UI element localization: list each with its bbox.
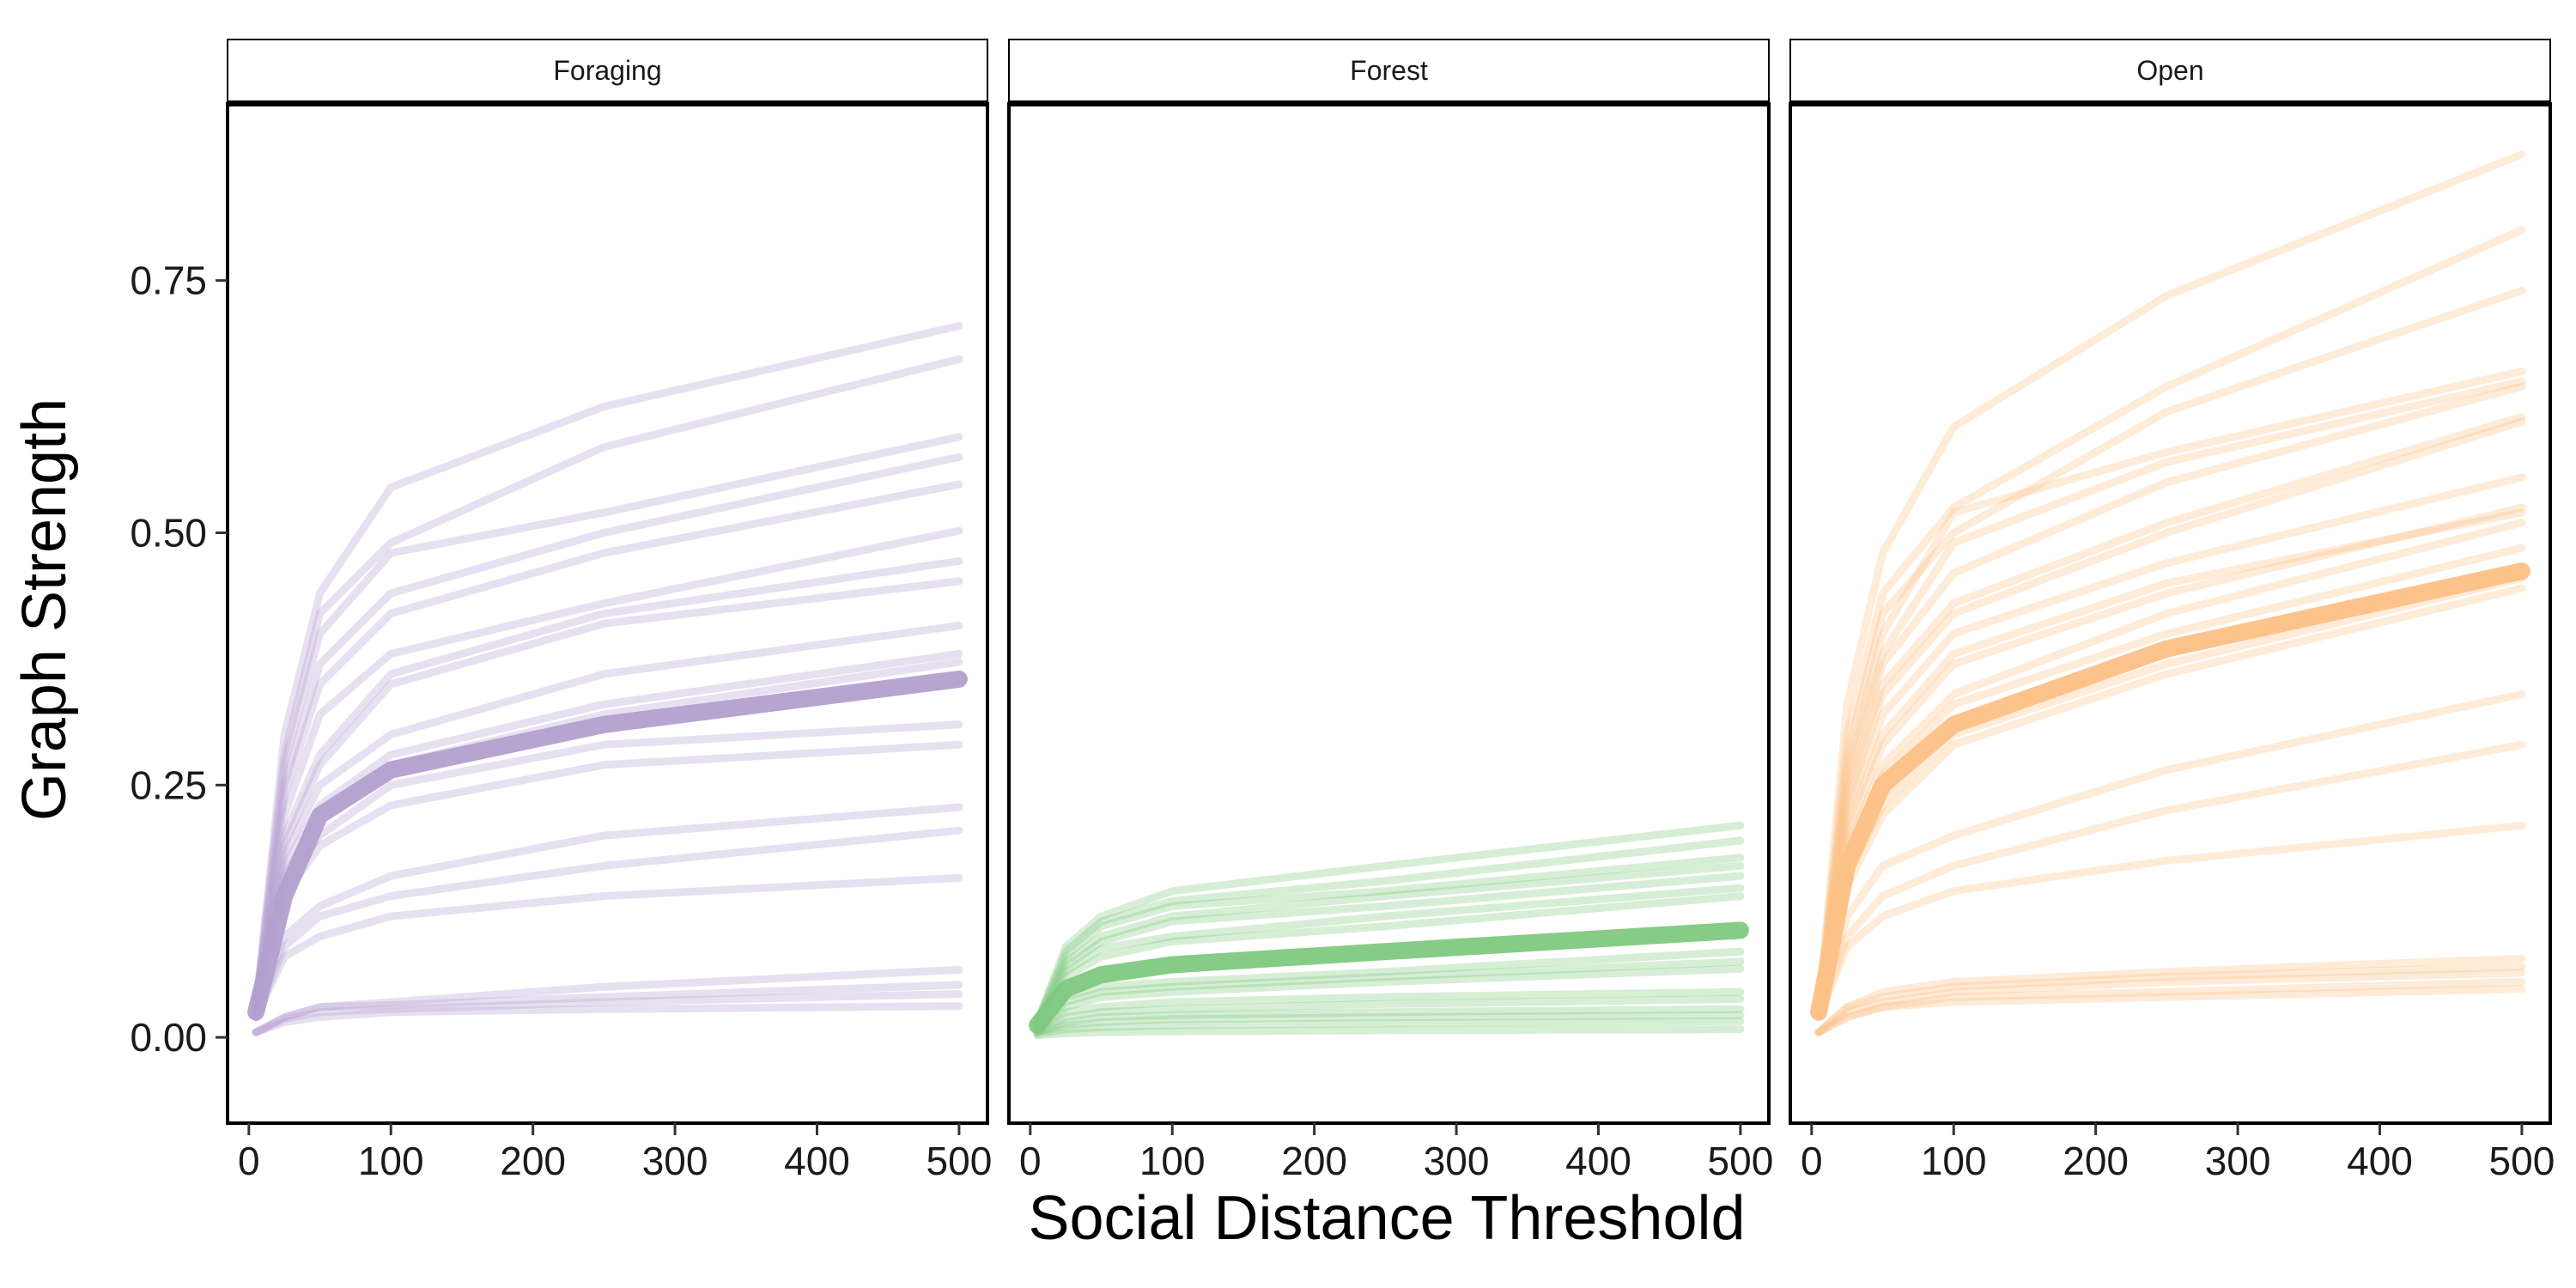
x-tick-label: 400 bbox=[784, 1139, 850, 1183]
series-line bbox=[1033, 1025, 1745, 1040]
plot-background bbox=[228, 104, 987, 1123]
x-tick-label: 200 bbox=[500, 1139, 566, 1183]
x-tick-label: 100 bbox=[1139, 1139, 1206, 1183]
series-line bbox=[252, 981, 963, 1036]
series-line bbox=[1033, 987, 1745, 1034]
x-tick-label: 200 bbox=[2063, 1139, 2129, 1183]
series-line bbox=[1814, 412, 2526, 1012]
series-line bbox=[1033, 1017, 1745, 1039]
x-tick-label: 400 bbox=[2347, 1139, 2413, 1183]
series-line bbox=[1814, 150, 2526, 1012]
x-tick-label: 500 bbox=[1708, 1139, 1774, 1183]
series-line bbox=[252, 480, 963, 1012]
y-tick-label: 0.00 bbox=[130, 1015, 207, 1060]
x-tick-label: 0 bbox=[1801, 1139, 1823, 1183]
series-line bbox=[1814, 473, 2526, 1012]
mean-line bbox=[247, 670, 968, 1021]
plot-background bbox=[1790, 104, 2550, 1123]
series-line bbox=[1814, 963, 2526, 1036]
y-tick-label: 0.50 bbox=[130, 510, 207, 555]
series-line bbox=[252, 622, 963, 1012]
x-tick-label: 0 bbox=[238, 1139, 260, 1183]
series-line bbox=[252, 322, 963, 1012]
series-line bbox=[1814, 377, 2526, 1012]
x-tick-label: 400 bbox=[1565, 1139, 1631, 1183]
series-line bbox=[1033, 994, 1745, 1036]
strip-label: Forest bbox=[1350, 55, 1428, 86]
series-line bbox=[252, 826, 963, 1022]
series-line bbox=[1814, 969, 2526, 1036]
x-axis-title: Social Distance Threshold bbox=[1028, 1184, 1745, 1253]
series-line bbox=[252, 453, 963, 1012]
mean-line bbox=[1810, 562, 2530, 1021]
series-line bbox=[252, 355, 963, 1012]
series-line bbox=[1033, 872, 1745, 1026]
strip-label: Foraging bbox=[553, 55, 661, 86]
x-tick-label: 300 bbox=[1424, 1139, 1490, 1183]
series-line bbox=[252, 433, 963, 1012]
chart-panels: Foraging 0 100 200 300 400 500 0.00 0.25 0.50 0.75… bbox=[130, 39, 2555, 1183]
series-line bbox=[252, 577, 963, 1012]
series-line bbox=[1033, 1011, 1745, 1036]
series-line bbox=[1814, 367, 2526, 1012]
series-line bbox=[1033, 861, 1745, 1026]
x-tick-label: 500 bbox=[2489, 1139, 2555, 1183]
series-line bbox=[252, 965, 963, 1036]
series-line bbox=[252, 526, 963, 1012]
panel-open: Open 0 100 200 300 400 500 bbox=[1789, 39, 2555, 1183]
series-line bbox=[1033, 1005, 1745, 1036]
series-line bbox=[1814, 821, 2526, 1022]
strip-box bbox=[1789, 39, 2551, 102]
x-tick-label: 0 bbox=[1019, 1139, 1042, 1183]
series-line bbox=[252, 1002, 963, 1036]
series-line bbox=[252, 873, 963, 1022]
y-tick-label: 0.25 bbox=[130, 762, 207, 807]
series-line bbox=[1814, 954, 2526, 1036]
series-line bbox=[1033, 821, 1745, 1026]
x-tick-label: 100 bbox=[358, 1139, 424, 1183]
series-line bbox=[1814, 417, 2526, 1012]
series-line bbox=[1814, 226, 2526, 1012]
series-line bbox=[1814, 978, 2526, 1036]
panel-forest: Forest 0 100 200 300 400 500 bbox=[1007, 39, 1774, 1183]
x-tick-label: 200 bbox=[1281, 1139, 1347, 1183]
series-line bbox=[252, 990, 963, 1036]
series-line bbox=[1814, 382, 2526, 1012]
series-line bbox=[1033, 964, 1745, 1034]
x-tick-label: 500 bbox=[927, 1139, 993, 1183]
mean-line bbox=[1029, 921, 1749, 1034]
series-line bbox=[1814, 985, 2526, 1036]
strip-box bbox=[227, 39, 988, 102]
series-line bbox=[1814, 740, 2526, 1022]
series-line bbox=[252, 556, 963, 1012]
y-tick-label: 0.75 bbox=[130, 258, 207, 303]
series-line bbox=[1033, 854, 1745, 1026]
series-line bbox=[1814, 286, 2526, 1012]
panel-foraging: Foraging 0 100 200 300 400 500 0.00 0.25 0.50 0.75 bbox=[130, 39, 992, 1183]
x-tick-label: 100 bbox=[1921, 1139, 1987, 1183]
x-tick-label: 300 bbox=[642, 1139, 708, 1183]
series-line bbox=[1033, 836, 1745, 1026]
y-axis-title: Graph Strength bbox=[10, 398, 79, 821]
series-line bbox=[1033, 884, 1745, 1030]
x-tick-label: 300 bbox=[2205, 1139, 2271, 1183]
strip-label: Open bbox=[2136, 55, 2203, 86]
